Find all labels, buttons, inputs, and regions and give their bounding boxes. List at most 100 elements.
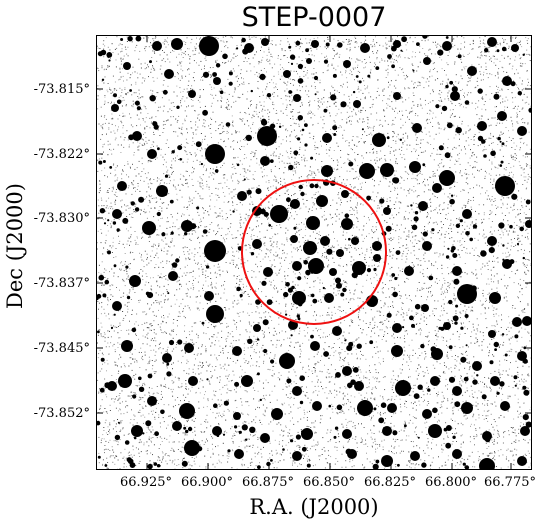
noise-speck [120,120,122,122]
noise-speck [140,347,142,349]
noise-speck [253,228,254,230]
noise-speck [504,109,505,111]
noise-speck [222,62,224,64]
noise-speck [346,248,348,250]
noise-speck [142,77,144,79]
noise-speck [183,315,185,317]
noise-speck [510,249,512,251]
noise-speck [346,111,348,113]
noise-speck [529,167,531,169]
noise-speck [262,91,263,93]
noise-speck [177,212,179,214]
noise-speck [164,153,166,155]
noise-speck [327,462,329,464]
noise-speck [431,75,433,77]
noise-speck [491,74,493,76]
noise-speck [316,375,318,377]
noise-speck [253,321,255,323]
noise-speck [452,316,454,318]
noise-speck [254,153,256,155]
noise-speck [317,252,319,254]
noise-speck [442,340,444,341]
noise-speck [400,237,402,239]
noise-speck [394,379,396,381]
noise-speck [243,420,245,422]
noise-speck [473,372,475,374]
noise-speck [403,423,405,425]
noise-speck [239,227,241,229]
noise-speck [219,376,221,378]
noise-speck [126,41,128,42]
noise-speck [262,398,264,400]
noise-speck [351,168,353,170]
noise-speck [163,182,165,184]
noise-speck [390,251,392,252]
noise-speck [183,457,185,459]
noise-speck [370,309,372,311]
noise-speck [262,382,264,384]
noise-speck [120,144,122,146]
noise-speck [289,438,291,440]
noise-speck [253,178,255,180]
noise-speck [399,295,401,296]
noise-speck [393,392,395,393]
noise-speck [314,148,316,150]
noise-speck [449,258,451,260]
noise-speck [182,161,184,163]
noise-speck [418,348,420,349]
noise-speck [183,272,185,274]
noise-speck [436,169,438,171]
noise-speck [112,208,114,210]
noise-speck [471,102,473,104]
noise-speck [215,94,217,96]
noise-speck [440,234,442,236]
noise-speck [238,78,239,80]
noise-speck [273,357,275,359]
noise-speck [161,90,163,92]
noise-speck [519,278,521,280]
noise-speck [249,323,251,325]
noise-speck [291,251,293,253]
noise-speck [452,124,454,126]
noise-speck [423,375,424,377]
noise-speck [115,407,117,409]
noise-speck [497,71,499,73]
noise-speck [300,464,302,466]
noise-speck [411,242,413,244]
noise-speck [413,445,415,447]
noise-speck [496,137,497,139]
noise-speck [364,88,366,90]
noise-speck [348,332,350,334]
noise-speck [381,258,383,259]
noise-speck [252,203,254,205]
noise-speck [356,120,358,122]
noise-speck [478,458,480,460]
noise-speck [333,262,335,263]
noise-speck [436,339,438,341]
noise-speck [312,77,314,79]
noise-speck [299,330,301,332]
noise-speck [99,370,101,372]
noise-speck [374,324,376,326]
noise-speck [382,323,384,325]
noise-speck [389,197,391,199]
noise-speck [366,392,368,394]
noise-speck [319,282,321,284]
noise-speck [234,300,236,302]
noise-speck [198,441,200,443]
noise-speck [226,323,228,324]
noise-speck [209,205,211,207]
noise-speck [520,201,522,203]
noise-speck [180,100,182,102]
noise-speck [499,360,501,362]
noise-speck [416,258,418,260]
noise-speck [233,166,235,168]
noise-speck [169,180,171,182]
noise-speck [181,134,183,136]
noise-speck [423,275,425,277]
noise-speck [384,466,386,468]
noise-speck [389,98,390,100]
noise-speck [209,228,211,230]
noise-speck [150,42,151,44]
noise-speck [190,287,192,289]
